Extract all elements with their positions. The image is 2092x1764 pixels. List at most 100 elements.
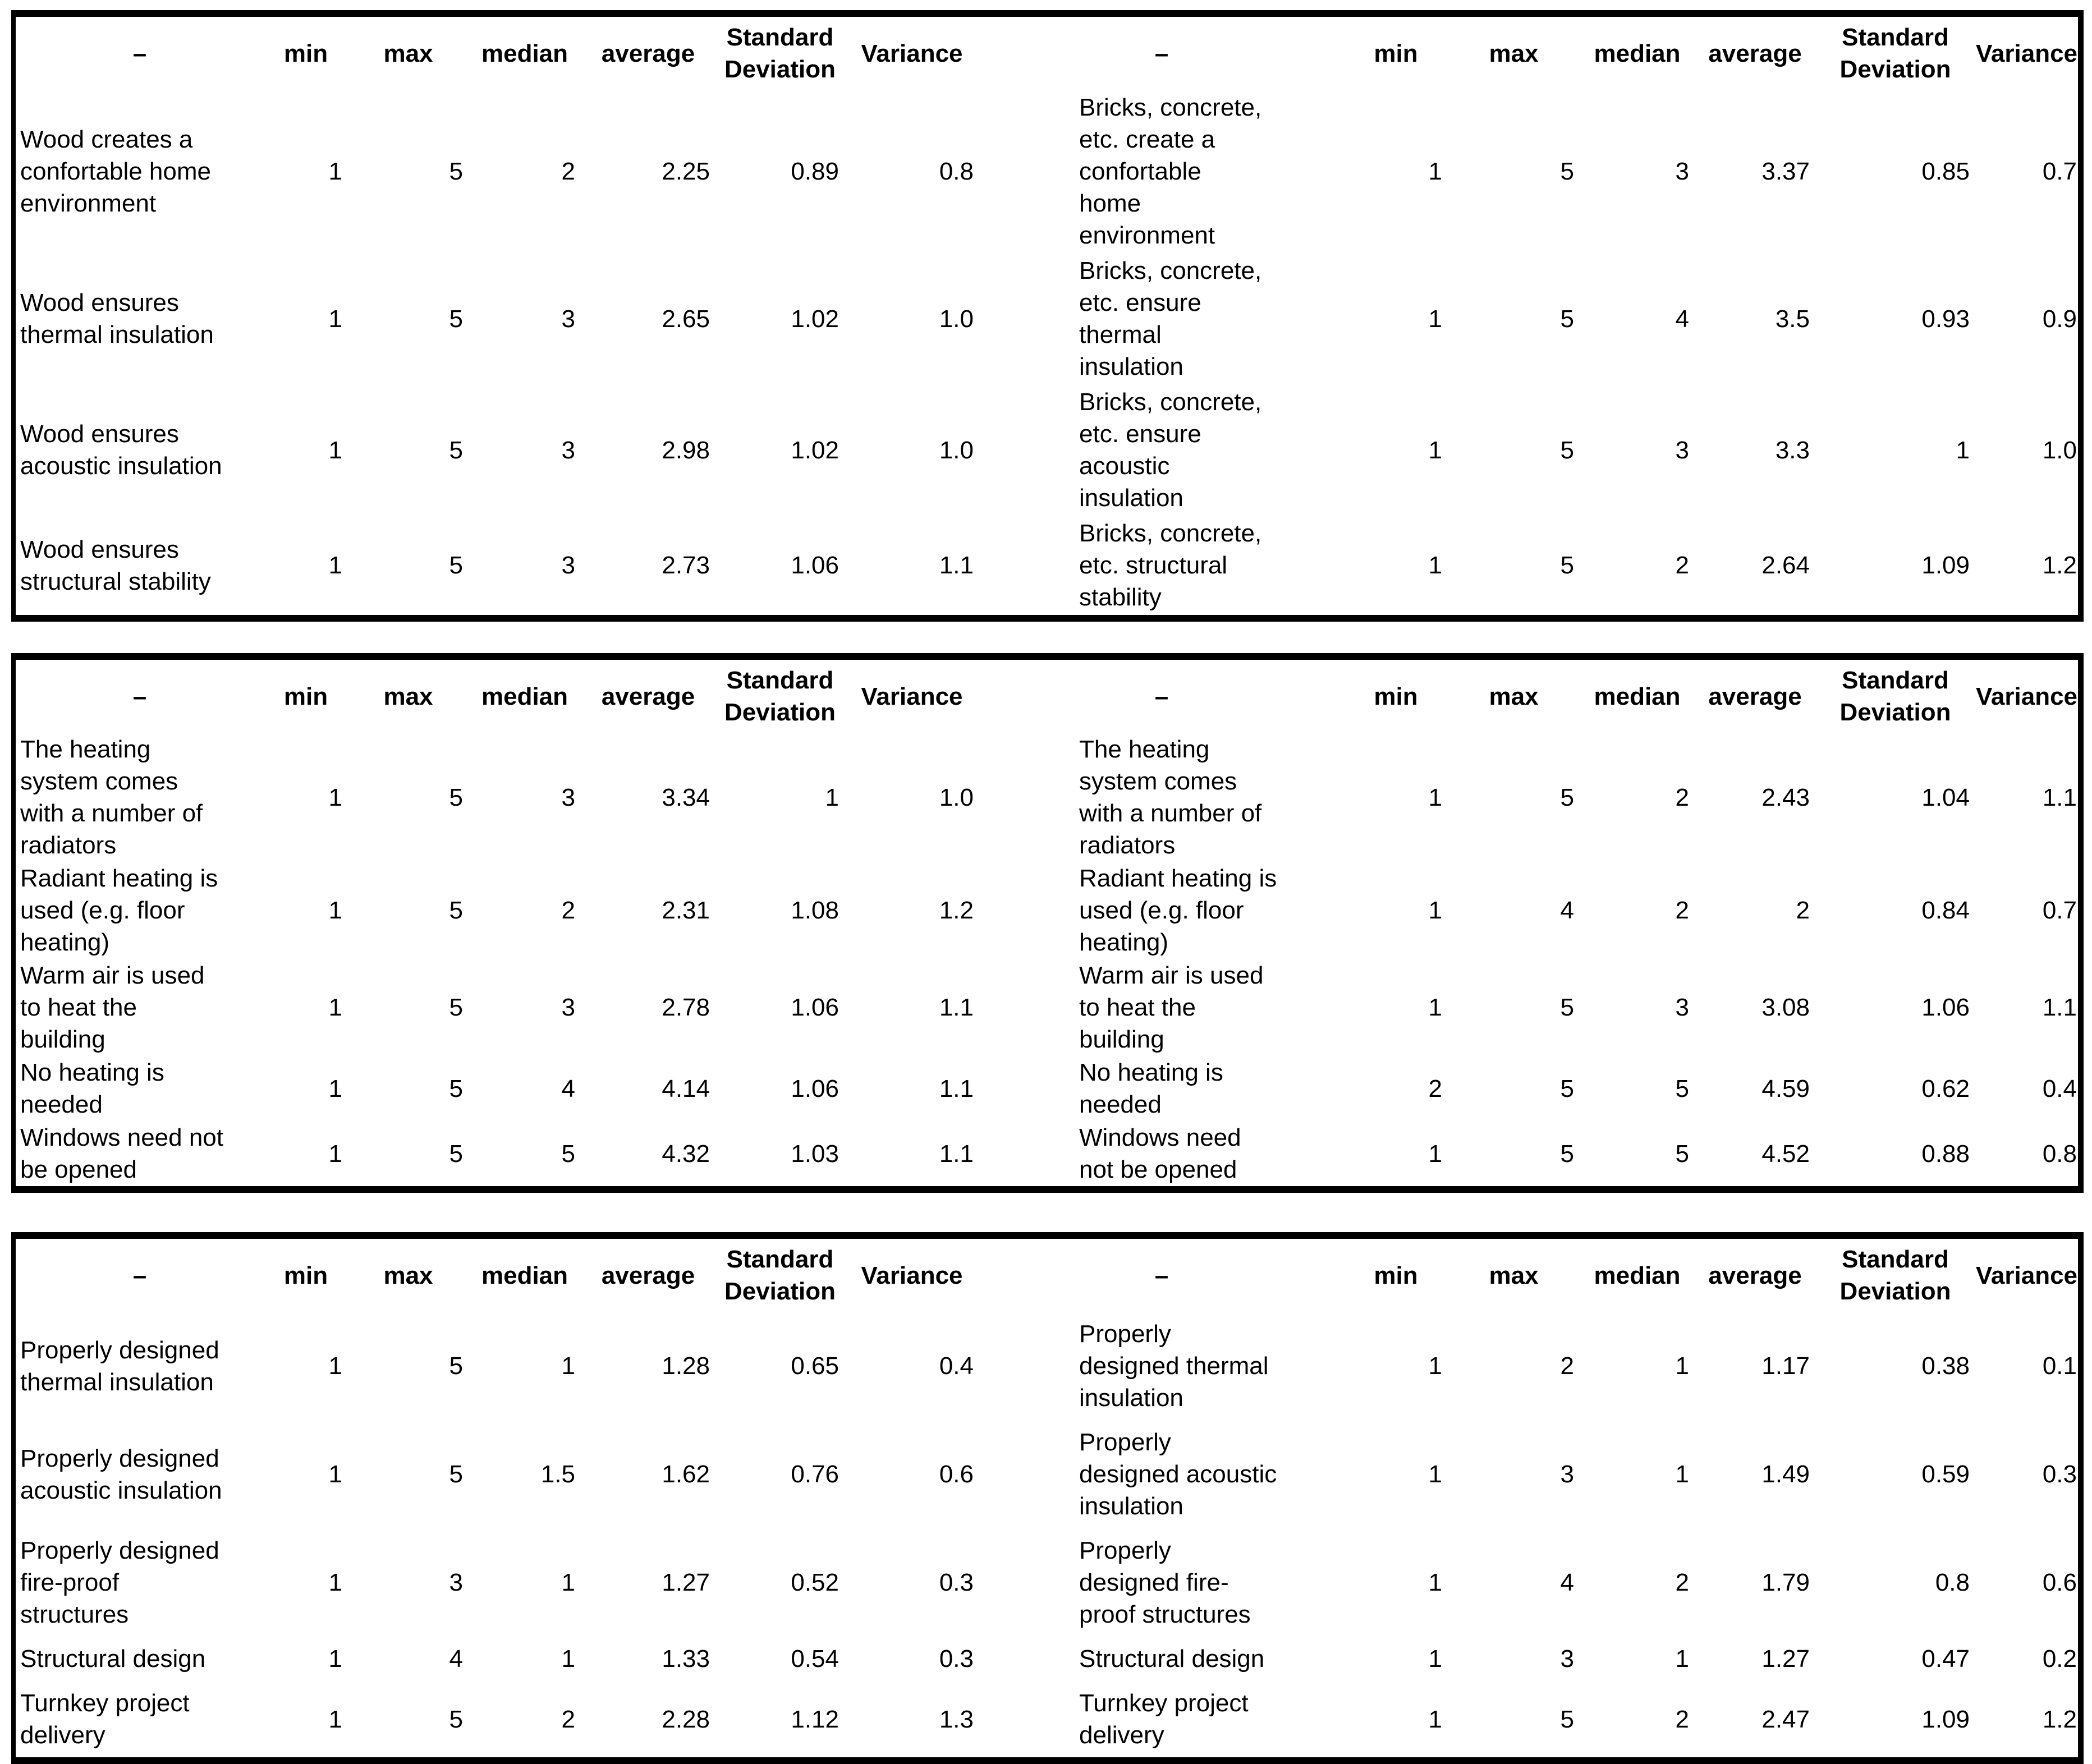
col-header-label-right: – xyxy=(1154,39,1169,67)
col-header-average-left: average xyxy=(601,39,695,67)
stat-min-right: 1 xyxy=(1428,897,1442,924)
stat-average-right: 4.52 xyxy=(1761,1140,1810,1168)
stat-variance-right: 0.9 xyxy=(2042,305,2077,333)
stat-median-right: 2 xyxy=(1675,552,1689,579)
col-header-min-left: min xyxy=(283,39,328,67)
stat-variance-right: 0.4 xyxy=(2042,1074,2077,1102)
stat-min-left: 1 xyxy=(328,158,342,185)
table-row: Windows need not be opened 1 5 5 4.32 1.03 1.1… xyxy=(13,1121,2081,1189)
stat-max-left: 5 xyxy=(449,1140,463,1168)
stat-std-deviation-left: 1.12 xyxy=(791,1705,839,1733)
stat-max-right: 4 xyxy=(1560,897,1574,924)
row-label-right: Bricks, concrete, etc. structural stabil… xyxy=(1079,520,1262,611)
stat-variance-left: 1.0 xyxy=(939,783,974,811)
stat-median-right: 2 xyxy=(1675,1569,1689,1596)
stat-average-right: 3.3 xyxy=(1775,436,1810,464)
stat-average-left: 1.27 xyxy=(662,1569,710,1596)
stat-variance-left: 1.0 xyxy=(939,305,974,333)
row-label-left: Radiant heating is used (e.g. floor heat… xyxy=(20,865,218,956)
stat-min-right: 1 xyxy=(1428,783,1442,811)
stat-min-left: 1 xyxy=(328,436,342,464)
stat-average-left: 4.32 xyxy=(662,1140,710,1168)
stat-min-left: 1 xyxy=(328,1569,342,1596)
row-label-left: Wood creates a confortable home environm… xyxy=(20,126,211,217)
stat-average-right: 3.08 xyxy=(1761,994,1810,1021)
stat-variance-right: 0.3 xyxy=(2042,1460,2077,1488)
stat-average-right: 1.49 xyxy=(1761,1460,1810,1488)
row-label-left: No heating is needed xyxy=(20,1059,164,1118)
stat-std-deviation-right: 1.04 xyxy=(1921,783,1970,811)
stat-variance-right: 0.8 xyxy=(2042,1140,2077,1168)
col-header-std-deviation-right: Standard Deviation xyxy=(1839,1246,1951,1305)
stat-std-deviation-left: 1.06 xyxy=(791,552,839,579)
col-header-variance-right: Variance xyxy=(1975,1261,2078,1289)
stat-median-left: 3 xyxy=(561,552,575,579)
stat-median-left: 1 xyxy=(561,1569,575,1596)
stat-variance-right: 0.2 xyxy=(2042,1645,2077,1673)
stat-std-deviation-left: 1.02 xyxy=(791,305,839,333)
row-label-left: Turnkey project delivery xyxy=(20,1689,190,1749)
stat-min-left: 1 xyxy=(328,783,342,811)
table-header: – min max median average Standard Deviation Va… xyxy=(13,656,2081,733)
stat-std-deviation-right: 0.62 xyxy=(1921,1074,1970,1102)
stat-average-right: 2 xyxy=(1796,897,1810,924)
table-row: Wood creates a confortable home environm… xyxy=(13,90,2081,253)
col-header-min-right: min xyxy=(1374,39,1418,67)
stat-max-right: 2 xyxy=(1560,1352,1574,1380)
stat-average-left: 1.33 xyxy=(662,1645,710,1673)
stat-min-right: 2 xyxy=(1428,1074,1442,1102)
row-label-right: Bricks, concrete, etc. ensure thermal in… xyxy=(1079,257,1262,380)
stat-max-left: 3 xyxy=(449,1569,463,1596)
stat-median-right: 2 xyxy=(1675,1705,1689,1733)
col-header-variance-left: Variance xyxy=(861,39,963,67)
col-header-min-right: min xyxy=(1374,1261,1418,1289)
stat-average-left: 3.34 xyxy=(662,783,710,811)
stat-average-right: 2.43 xyxy=(1761,783,1810,811)
stat-median-right: 2 xyxy=(1675,783,1689,811)
stat-std-deviation-right: 1 xyxy=(1956,436,1970,464)
stat-min-right: 1 xyxy=(1428,1460,1442,1488)
stat-min-left: 1 xyxy=(328,897,342,924)
stat-min-left: 1 xyxy=(328,552,342,579)
stat-std-deviation-right: 0.47 xyxy=(1921,1645,1970,1673)
stat-median-left: 3 xyxy=(561,994,575,1021)
stat-variance-left: 1.0 xyxy=(939,436,974,464)
col-header-std-deviation-left: Standard Deviation xyxy=(724,24,836,83)
col-header-variance-right: Variance xyxy=(1975,39,2078,67)
stat-variance-left: 0.8 xyxy=(939,158,974,185)
stat-max-right: 3 xyxy=(1560,1645,1574,1673)
stat-variance-right: 0.6 xyxy=(2042,1569,2077,1596)
stat-min-left: 1 xyxy=(328,1705,342,1733)
stat-average-left: 2.28 xyxy=(662,1705,710,1733)
col-header-variance-left: Variance xyxy=(861,682,963,710)
stat-median-right: 5 xyxy=(1675,1074,1689,1102)
stat-min-left: 1 xyxy=(328,305,342,333)
stat-max-right: 5 xyxy=(1560,436,1574,464)
row-label-right: Structural design xyxy=(1079,1645,1265,1673)
stat-max-right: 5 xyxy=(1560,1074,1574,1102)
stat-min-right: 1 xyxy=(1428,305,1442,333)
stat-std-deviation-left: 0.54 xyxy=(791,1645,839,1673)
stat-median-right: 1 xyxy=(1675,1352,1689,1380)
row-label-right: Bricks, concrete, etc. create a conforta… xyxy=(1079,94,1262,249)
stat-std-deviation-right: 0.38 xyxy=(1921,1352,1970,1380)
col-header-max-left: max xyxy=(383,39,433,67)
stat-variance-right: 1.2 xyxy=(2042,552,2077,579)
col-header-min-right: min xyxy=(1374,682,1418,710)
stat-average-right: 2.64 xyxy=(1761,552,1810,579)
row-label-right: Properly designed acoustic insulation xyxy=(1079,1428,1277,1520)
col-header-average-right: average xyxy=(1708,682,1802,710)
col-header-std-deviation-left: Standard Deviation xyxy=(724,1246,836,1305)
row-label-right: Turnkey project delivery xyxy=(1079,1689,1249,1749)
row-label-left: Warm air is used to heat the building xyxy=(20,962,205,1053)
stat-std-deviation-left: 1.02 xyxy=(791,436,839,464)
stats-table-heating-systems: – min max median average Standard Deviation Va… xyxy=(11,653,2084,1193)
stat-std-deviation-left: 0.52 xyxy=(791,1569,839,1596)
col-header-label-left: – xyxy=(132,1261,147,1289)
stat-max-left: 5 xyxy=(449,897,463,924)
row-label-right: Radiant heating is used (e.g. floor heat… xyxy=(1079,865,1277,956)
row-label-left: Properly designed thermal insulation xyxy=(20,1336,219,1396)
table-row: Properly designed acoustic insulation 1 5 1… xyxy=(13,1420,2081,1528)
stat-max-left: 5 xyxy=(449,1460,463,1488)
col-header-variance-left: Variance xyxy=(861,1261,963,1289)
